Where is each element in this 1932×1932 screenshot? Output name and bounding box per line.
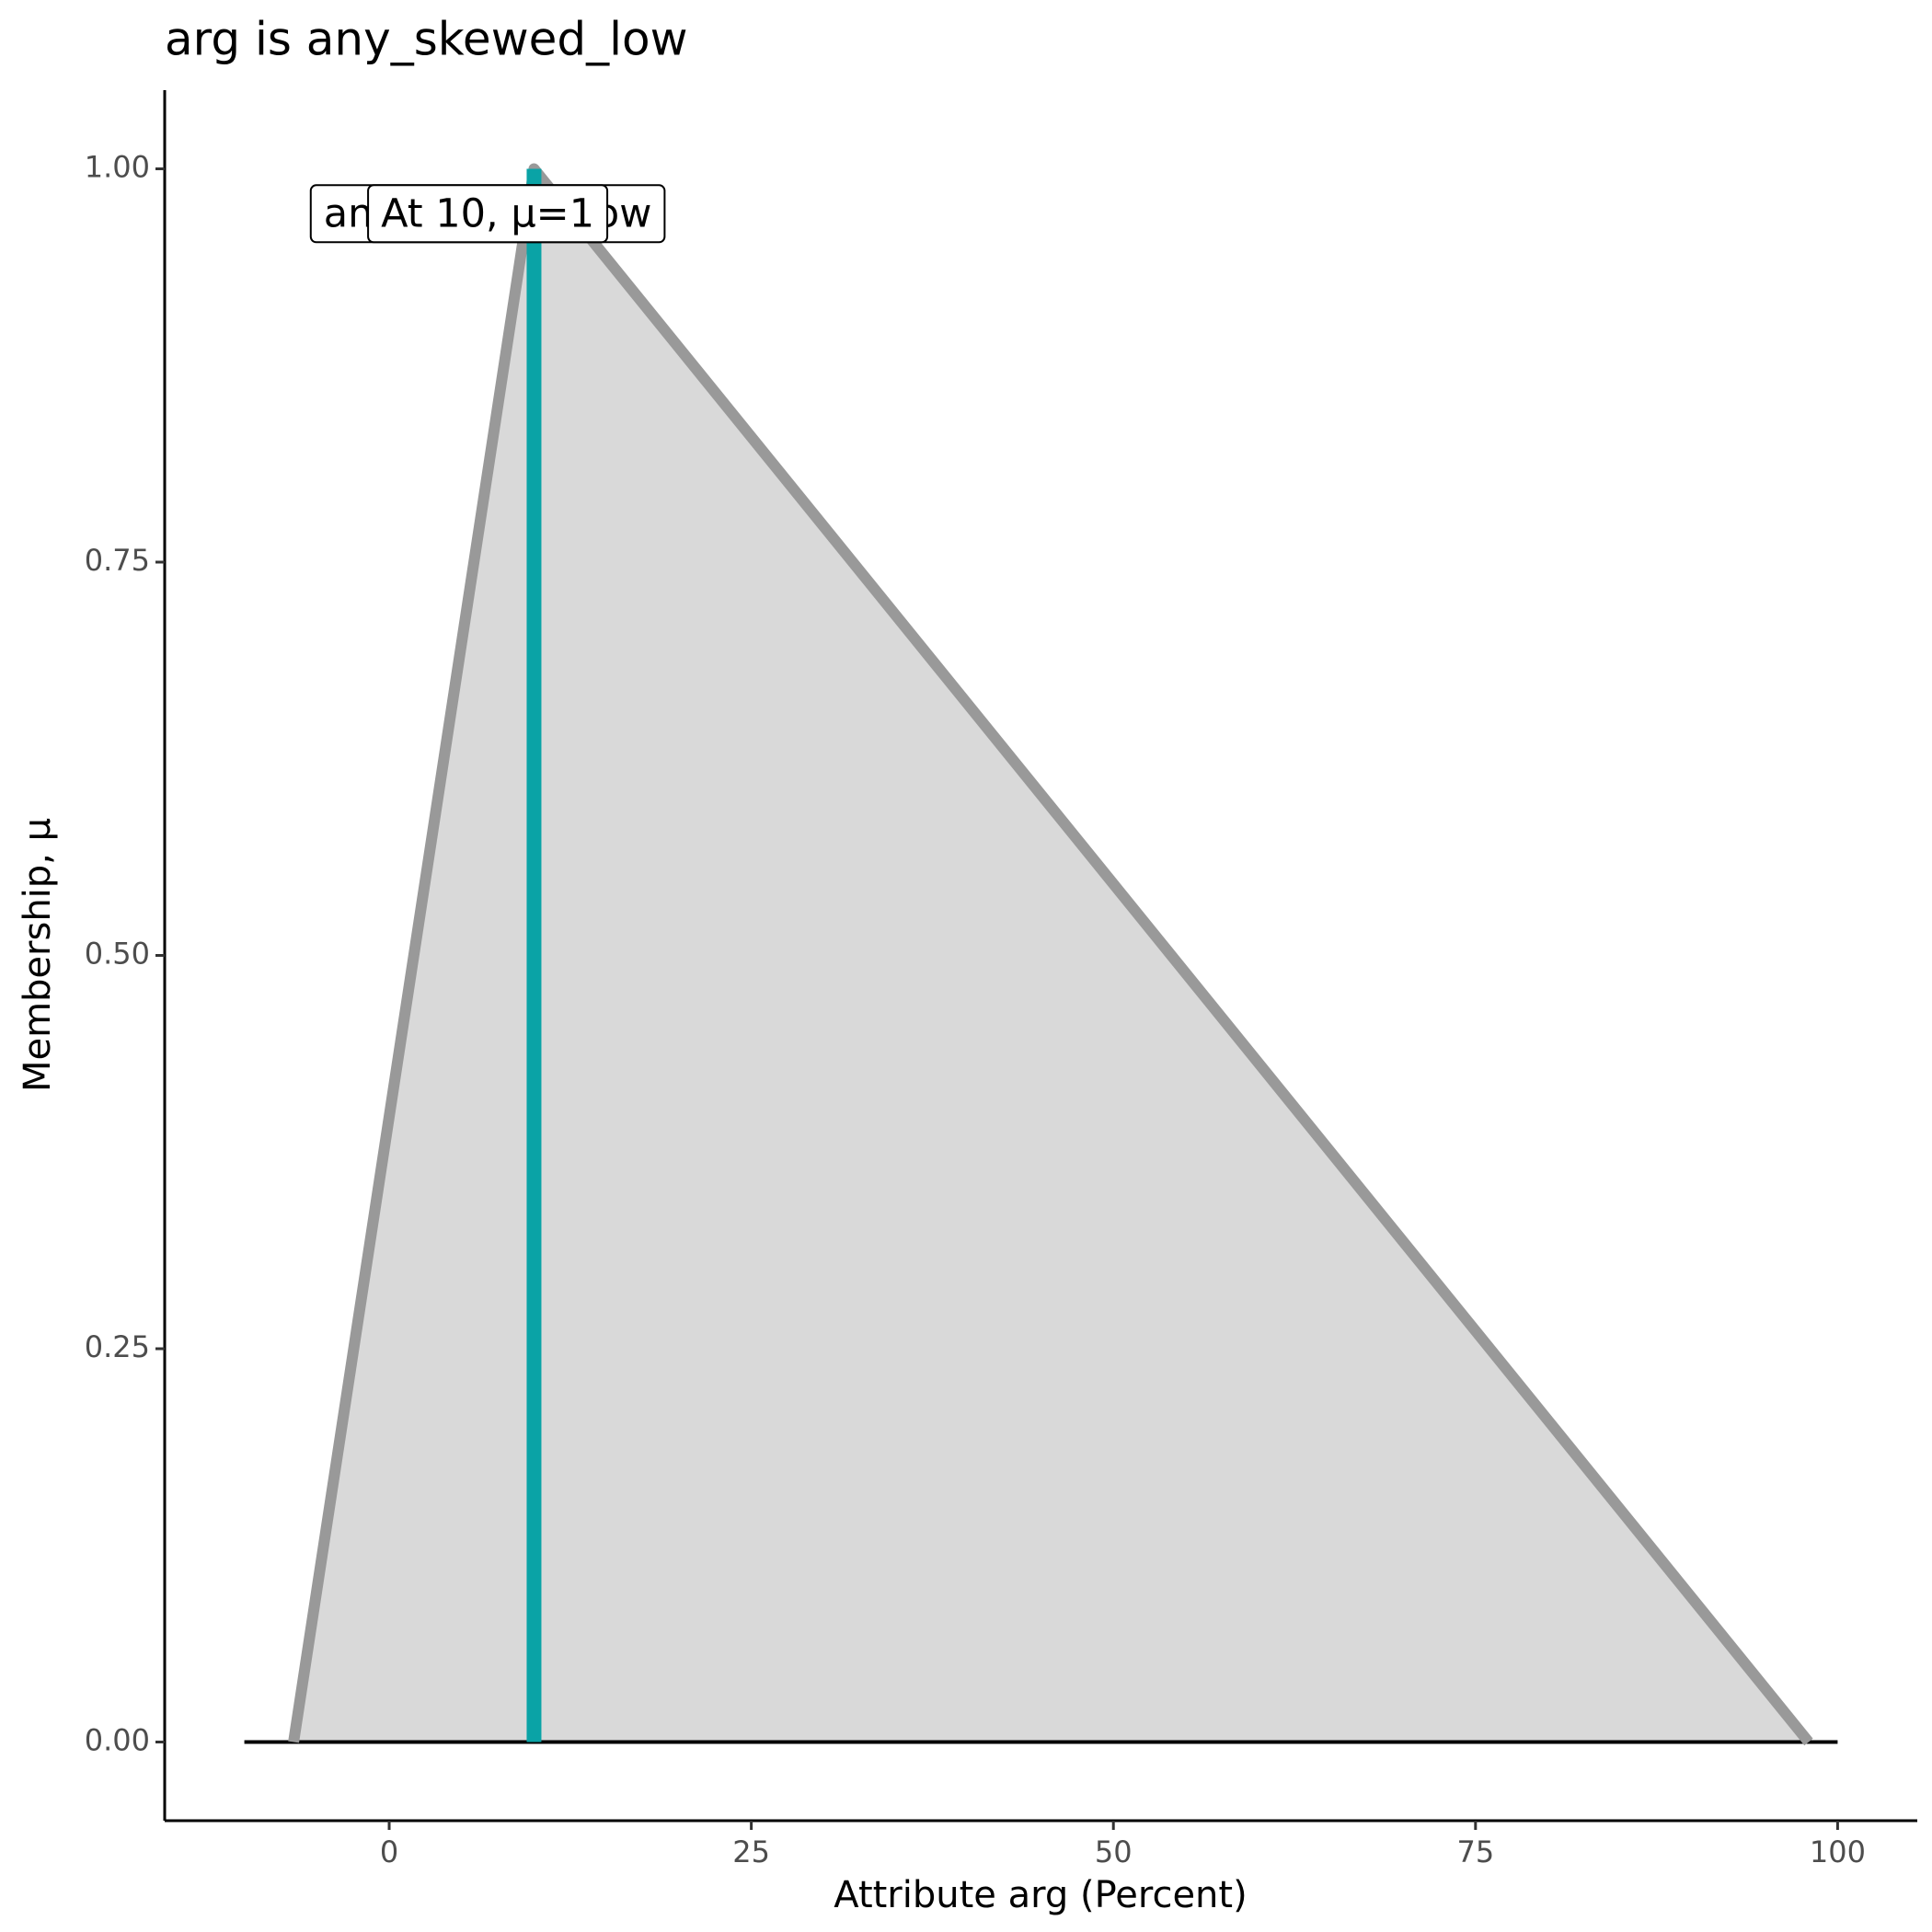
y-tick-label: 0.25 [85,1329,150,1364]
membership-area [293,168,1809,1742]
x-tick-label: 50 [1095,1834,1133,1869]
y-tick-label: 0.75 [85,543,150,578]
y-tick-label: 0.00 [85,1723,150,1758]
x-tick-label: 25 [732,1834,770,1869]
y-axis-title: Membership, μ [17,818,59,1092]
x-tick-label: 100 [1810,1834,1866,1869]
chart-title: arg is any_skewed_low [165,13,687,66]
annotation: At 10, μ=1 [367,184,609,244]
x-axis-title: Attribute arg (Percent) [834,1874,1247,1916]
y-tick-label: 0.50 [85,937,150,972]
annotation-box [367,184,609,244]
x-tick-label: 75 [1456,1834,1494,1869]
annotation-text: At 10, μ=1 [381,190,594,236]
x-tick-label: 0 [380,1834,398,1869]
y-tick-label: 1.00 [85,150,150,185]
